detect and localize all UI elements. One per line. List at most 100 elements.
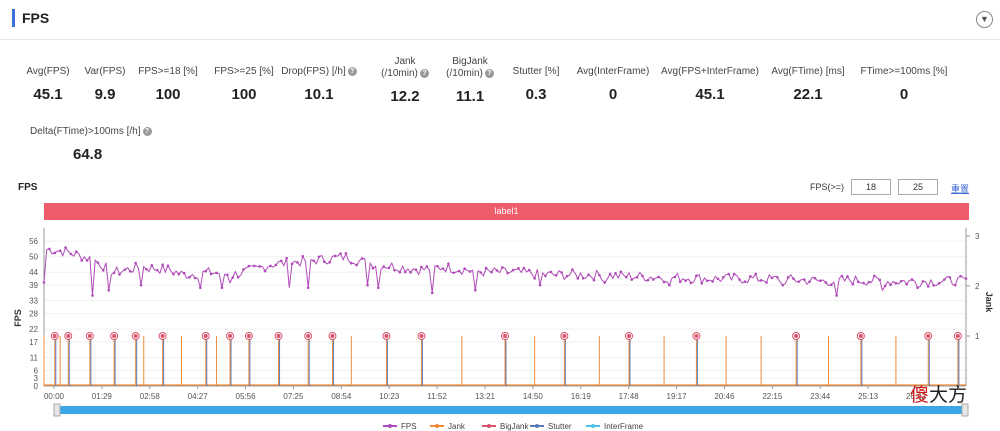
help-icon[interactable]: ? [142,126,152,136]
bigjank-marker [330,334,335,338]
fps-point [107,289,111,292]
fps-point [231,276,235,279]
x-tick-label: 25:13 [858,392,879,401]
fps-point [565,274,569,278]
fps-point [840,274,844,278]
fps-point [220,286,224,290]
fps-point [360,257,364,260]
fps-point [134,261,137,265]
bigjank-marker [419,334,424,338]
metric-9: Avg(FPS+InterFrame) 45.1 [635,66,785,103]
reset-button[interactable]: 重置 [951,184,970,194]
fps-point [382,265,385,268]
fps-point [252,264,256,268]
fps-point [118,273,121,276]
fps-point [355,263,359,267]
fps-point [775,275,779,279]
fps-point [878,278,882,282]
fps-point [916,286,919,290]
fps-threshold-high-input[interactable] [898,179,938,195]
metric-value: 100 [155,86,181,103]
fps-point [856,280,860,284]
header-accent-bar [12,9,15,27]
fps-point [323,260,326,264]
x-tick-label: 17:48 [619,392,640,401]
metric-label: Var(FPS) [84,66,126,77]
fps-threshold-low-input[interactable] [851,179,891,195]
metric-value: 0 [899,86,909,103]
fps-point [209,272,213,276]
x-tick-label: 20:46 [714,392,735,401]
metric-7: Stutter [%] 0.3 [461,66,611,103]
metric-label: Avg(FPS+InterFrame) [661,66,759,77]
fps-point [145,268,148,271]
fps-point [102,269,105,272]
fps-point [576,277,580,280]
fps-point [684,279,687,283]
legend-marker-bigjank [487,424,491,428]
metric-6: BigJank (/10min)? 11.1 [395,56,545,105]
bigjank-marker [926,334,931,338]
bigjank-marker [306,334,311,338]
fps-point [754,272,758,276]
x-tick-label: 11:52 [427,392,447,401]
watermark-logo: 傻大方 [910,384,968,406]
fps-point [797,280,801,283]
fps-point [166,264,170,267]
y-left-tick-label: 17 [29,338,38,347]
fps-point [301,254,305,258]
help-icon[interactable]: ? [419,68,429,78]
slider-left-handle [53,403,61,417]
fps-point [155,268,159,272]
fps-point [835,294,838,297]
help-icon[interactable]: ? [484,68,494,78]
bigjank-marker [112,334,117,338]
y-right-tick-label: 3 [975,232,980,241]
y-right-axis-title: Jank [984,292,994,314]
y-right-tick-label: 1 [975,332,980,341]
bigjank-marker [276,334,281,338]
fps-point [279,259,283,263]
x-tick-label: 04:27 [188,392,209,401]
fps-point [959,274,962,278]
fps-point [889,283,892,287]
bigjank-marker [503,334,507,338]
collapse-toggle-icon[interactable]: ▼ [976,11,993,28]
bigjank-marker [203,334,208,338]
chart-title: FPS [18,182,38,193]
fps-point [808,280,811,283]
legend-label-bigjank: BigJank [500,422,529,431]
y-left-axis-title: FPS [13,309,23,327]
fps-point [274,263,278,267]
fps-point [204,269,208,273]
label-band[interactable]: label1 [44,203,969,220]
fps-point [802,278,806,281]
fps-point [538,283,542,287]
fps-point [495,269,499,272]
help-icon[interactable]: ? [347,66,357,76]
time-range-slider[interactable] [53,403,969,417]
bigjank-marker [228,334,233,338]
fps-point [722,276,725,279]
fps-point [430,291,434,295]
panel-header: FPS ▼ [0,0,1000,40]
bigjank-marker [955,334,960,338]
fps-point [506,271,509,275]
metric-label: Delta(FTime)>100ms [/h]? [30,126,180,138]
bigjank-marker [694,334,699,338]
fps-point [403,270,407,274]
fps-point [344,251,348,255]
fps-point [263,269,267,273]
fps-point [366,283,369,287]
metric-label: Avg(FPS) [26,66,70,77]
metric-label: BigJank [452,56,488,67]
fps-point [792,277,795,280]
fps-point [846,275,849,278]
fps-point [296,261,299,264]
slider-right-handle [961,403,969,417]
metric-label: Avg(InterFrame) [576,66,650,77]
fps-point [668,283,671,287]
fps-point [657,275,660,279]
metric-value: 64.8 [73,146,103,163]
